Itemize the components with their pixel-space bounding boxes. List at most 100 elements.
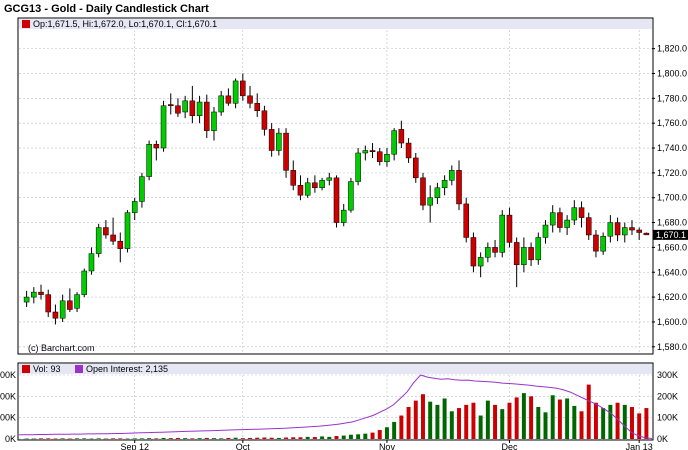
volume-bar	[197, 438, 202, 439]
candle-up	[441, 180, 448, 189]
candle-up	[218, 95, 224, 113]
candle-up	[391, 130, 397, 155]
volume-bar	[435, 404, 440, 439]
candle-down	[578, 207, 585, 218]
price-tick-label: 1,720.0	[657, 168, 687, 178]
volume-bar	[370, 432, 375, 439]
candle-up	[276, 132, 282, 151]
candle-up	[485, 247, 491, 258]
volume-bar	[428, 401, 433, 439]
price-tick-label: 1,740.0	[657, 143, 687, 153]
volume-bar	[60, 438, 65, 439]
volume-bar	[31, 438, 36, 440]
last-price-label: 1,670.1	[656, 230, 686, 240]
candle-down	[52, 311, 59, 319]
volume-bar	[507, 402, 512, 439]
volume-bar	[536, 407, 541, 439]
open-interest-line	[19, 374, 653, 439]
volume-legend-label: Vol: 93	[33, 364, 61, 374]
volume-bar	[399, 415, 404, 439]
volume-bar	[593, 402, 598, 439]
volume-bar	[392, 421, 397, 439]
volume-bar	[579, 411, 584, 439]
volume-axis: 0K 0K 100K 100K 200K 200K 300K 300K	[0, 370, 678, 444]
volume-bar	[24, 438, 29, 440]
volume-bar	[630, 407, 634, 439]
volume-bar	[103, 438, 108, 440]
volume-panel	[17, 362, 654, 441]
candle-down	[38, 291, 44, 295]
candle-down	[240, 80, 246, 97]
candle-up	[434, 187, 441, 198]
volume-bar	[615, 402, 620, 439]
candle-down	[643, 232, 650, 236]
volume-bar	[384, 427, 389, 439]
candle-up	[449, 170, 455, 181]
candles	[23, 73, 650, 325]
volume-bar	[543, 412, 548, 439]
volume-bar	[356, 434, 361, 439]
x-tick-label: Sep 12	[120, 442, 149, 450]
price-tick-label: 1,600.0	[657, 317, 687, 327]
price-tick-label: 1,700.0	[657, 193, 687, 203]
candle-down	[506, 214, 513, 243]
volume-legend-swatch	[22, 365, 30, 373]
candle-down	[456, 170, 462, 205]
price-tick-label: 1,660.0	[657, 242, 687, 252]
candle-up	[81, 270, 88, 295]
volume-bar	[586, 384, 591, 439]
volume-bar	[529, 396, 534, 439]
volume-bar	[363, 433, 368, 439]
volume-bar	[514, 397, 519, 439]
candle-down	[247, 95, 253, 104]
candle-down	[593, 234, 599, 252]
volume-bar	[449, 411, 454, 439]
candle-up	[232, 80, 239, 104]
volume-bar	[521, 393, 526, 439]
volume-bar	[565, 398, 570, 439]
last-price-marker: 1,670.1	[653, 229, 688, 240]
candle-down	[297, 185, 304, 196]
volume-bar	[168, 438, 173, 439]
candle-down	[110, 234, 116, 242]
candle-up	[182, 100, 188, 113]
candle-up	[304, 182, 311, 196]
volume-bar	[204, 437, 209, 439]
volume-bar	[572, 405, 577, 439]
candle-down	[398, 129, 405, 144]
candle-up	[211, 111, 217, 131]
candle-up	[521, 247, 527, 266]
volume-bar	[557, 399, 562, 439]
volume-bar	[305, 436, 310, 439]
volume-bar	[550, 395, 555, 439]
x-tick-label: Oct	[236, 442, 251, 450]
candle-down	[614, 222, 621, 236]
volume-bar	[637, 413, 642, 439]
volume-bar	[377, 430, 382, 439]
candle-down	[463, 203, 469, 238]
volume-bar	[96, 438, 101, 439]
candle-up	[95, 227, 102, 254]
volume-bar	[212, 438, 216, 439]
volume-legend-bar	[19, 364, 652, 374]
candle-up	[362, 150, 369, 154]
volume-bar	[161, 437, 166, 439]
price-tick-label: 1,820.0	[657, 44, 687, 54]
volume-bar	[471, 402, 476, 439]
x-tick-label: Dec	[501, 442, 518, 450]
candle-up	[139, 176, 145, 202]
volume-bar	[111, 438, 116, 439]
candle-down	[629, 227, 635, 231]
price-tick-label: 1,680.0	[657, 218, 687, 228]
candle-up	[326, 177, 333, 181]
volume-bar	[644, 408, 649, 439]
volume-bar	[291, 437, 296, 439]
price-tick-label: 1,620.0	[657, 292, 687, 302]
volume-tick-label-left: 200K	[0, 391, 16, 401]
volume-bar	[39, 438, 43, 439]
candle-up	[355, 152, 361, 182]
volume-bars	[24, 384, 649, 440]
volume-bar	[457, 408, 461, 439]
volume-bar	[478, 415, 483, 439]
candle-down	[528, 247, 534, 261]
